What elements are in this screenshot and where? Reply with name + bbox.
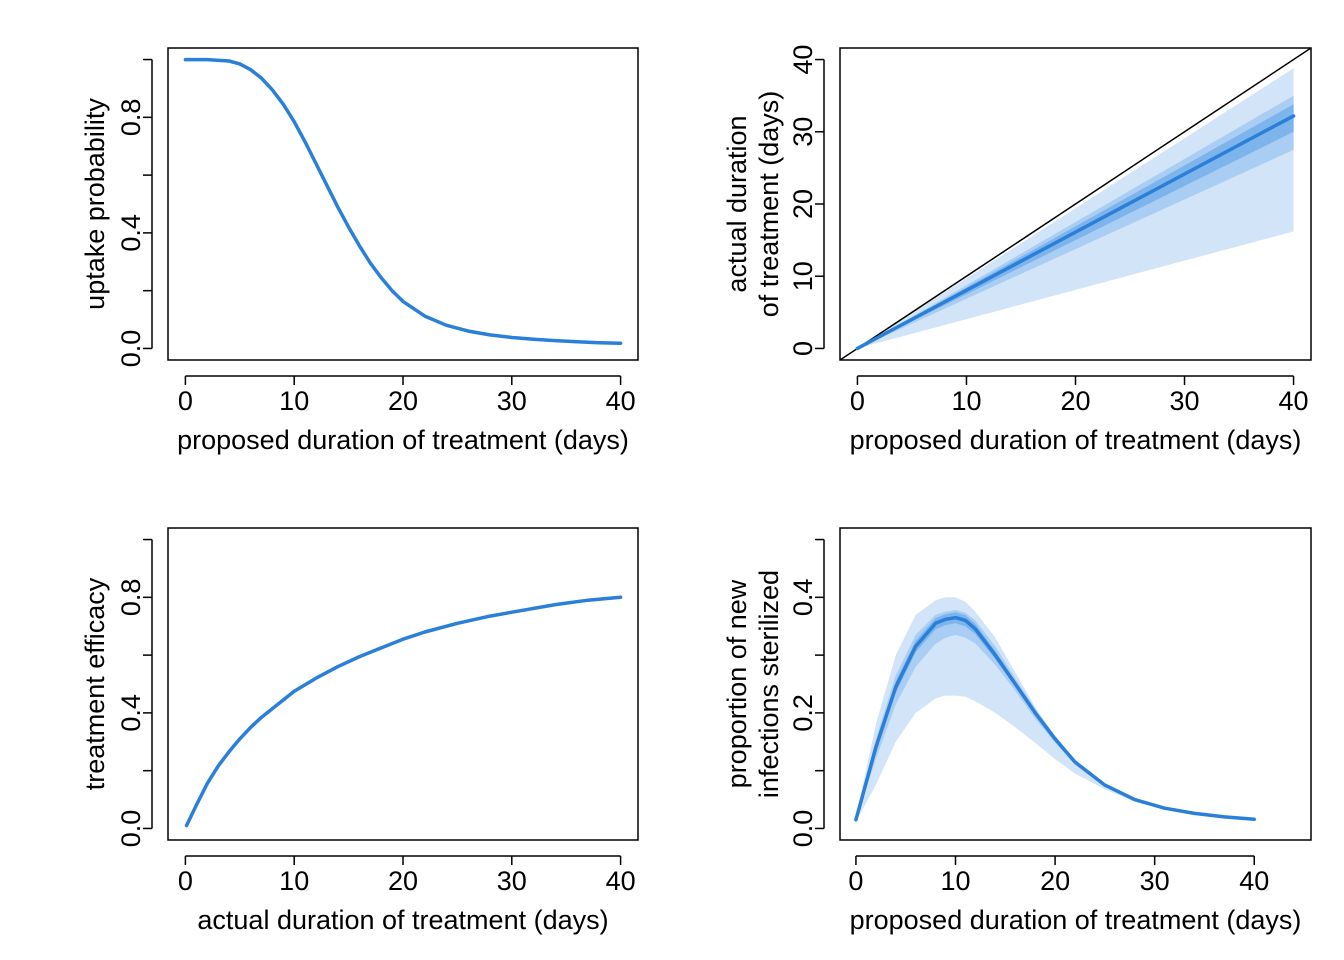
- x-axis: 0 10 20 30 40 proposed duration of treatment …: [177, 375, 636, 455]
- x-axis: 0 10 20 30 40 actual duration of treatment (d…: [178, 855, 636, 935]
- x-tick-label: 40: [1279, 386, 1309, 416]
- chart-panel-actual-vs-proposed: 0 10 20 30 40 proposed duration of treatment …: [722, 45, 1312, 455]
- x-axis-label: proposed duration of treatment (days): [177, 425, 629, 455]
- uncertainty-band-3: [857, 104, 1294, 349]
- x-tick-label: 10: [279, 866, 309, 896]
- series-line: [855, 114, 1296, 351]
- x-tick-label: 40: [606, 866, 636, 896]
- x-tick-label: 30: [497, 866, 527, 896]
- y-tick-label: 0.0: [116, 330, 146, 368]
- chart-panel-efficacy: 0 10 20 30 40 actual duration of treatment (d…: [80, 527, 639, 935]
- x-axis-label: actual duration of treatment (days): [197, 905, 608, 935]
- y-tick-label: 0.2: [788, 694, 818, 732]
- y-tick-label: 0.4: [116, 214, 146, 252]
- uncertainty-band-1: [857, 68, 1294, 349]
- y-axis-label: proportion of new: [722, 579, 752, 788]
- y-axis: 0.0 0.2 0.4 proportion of new infections ste…: [722, 538, 825, 848]
- plot-box: [839, 47, 1312, 361]
- y-tick-label: 0.8: [116, 579, 146, 617]
- x-tick-label: 0: [178, 866, 193, 896]
- x-tick-label: 20: [1060, 386, 1090, 416]
- x-tick-label: 40: [1239, 866, 1269, 896]
- y-tick-label: 0.4: [116, 694, 146, 732]
- plot-area: [854, 597, 1256, 822]
- x-axis: 0 10 20 30 40 proposed duration of treatment …: [848, 855, 1302, 935]
- x-tick-label: 20: [388, 866, 418, 896]
- series-line: [854, 615, 1256, 822]
- x-axis-label: proposed duration of treatment (days): [850, 425, 1302, 455]
- y-tick-label: 20: [788, 189, 818, 219]
- x-tick-label: 20: [1040, 866, 1070, 896]
- plot-box: [839, 527, 1312, 841]
- plot-area: [840, 48, 1311, 360]
- chart-panel-sterilized: 0 10 20 30 40 proposed duration of treatment …: [722, 527, 1312, 935]
- series-line: [183, 57, 623, 345]
- identity-line: [840, 48, 1311, 360]
- plot-area: [183, 57, 623, 345]
- x-axis-label: proposed duration of treatment (days): [850, 905, 1302, 935]
- plot-area: [184, 595, 623, 828]
- y-axis-label: actual duration: [722, 115, 752, 292]
- x-tick-label: 30: [1170, 386, 1200, 416]
- uncertainty-band-2: [857, 95, 1294, 349]
- y-tick-label: 0.0: [116, 810, 146, 848]
- x-tick-label: 20: [388, 386, 418, 416]
- x-tick-label: 0: [850, 386, 865, 416]
- x-tick-label: 0: [848, 866, 863, 896]
- chart-panel-uptake: 0 10 20 30 40 proposed duration of treatment …: [80, 47, 639, 455]
- x-tick-label: 10: [951, 386, 981, 416]
- y-axis-label: of treatment (days): [754, 91, 784, 318]
- series-line: [184, 595, 623, 828]
- x-tick-label: 10: [279, 386, 309, 416]
- x-tick-label: 30: [1140, 866, 1170, 896]
- y-tick-label: 0.0: [788, 810, 818, 848]
- y-tick-label: 0.4: [788, 579, 818, 617]
- x-tick-label: 0: [178, 386, 193, 416]
- x-tick-label: 40: [606, 386, 636, 416]
- y-axis-label: uptake probability: [80, 98, 110, 310]
- y-tick-label: 0: [788, 341, 818, 356]
- y-axis-label: infections sterilized: [754, 570, 784, 798]
- y-tick-label: 30: [788, 117, 818, 147]
- plot-box: [167, 47, 639, 361]
- x-tick-label: 30: [497, 386, 527, 416]
- y-tick-label: 10: [788, 261, 818, 291]
- y-axis: 0 10 20 30 40 actual duration of treatment (da…: [722, 45, 825, 356]
- uncertainty-band-3: [855, 612, 1255, 821]
- y-tick-label: 0.8: [116, 99, 146, 137]
- x-axis: 0 10 20 30 40 proposed duration of treatment …: [850, 375, 1309, 455]
- x-tick-label: 10: [940, 866, 970, 896]
- y-tick-label: 40: [788, 45, 818, 75]
- uncertainty-band-1: [855, 597, 1255, 822]
- y-axis-label: treatment efficacy: [80, 577, 110, 790]
- plot-box: [167, 527, 639, 841]
